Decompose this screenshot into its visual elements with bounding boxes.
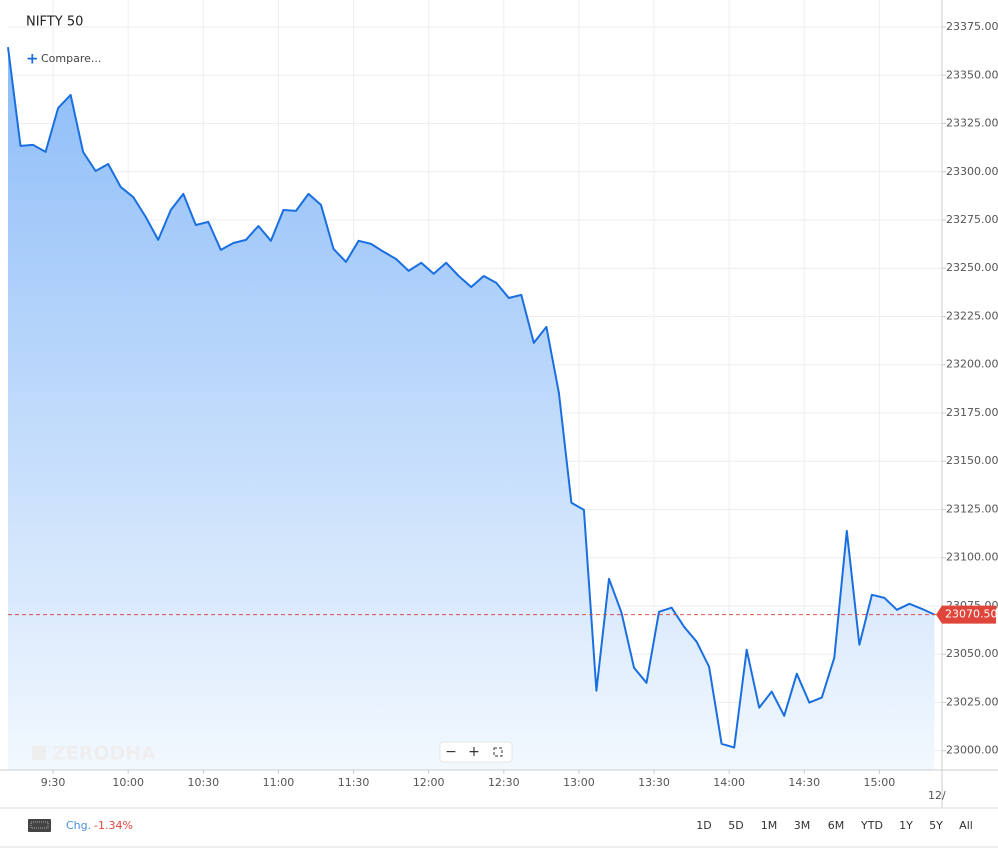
- watermark-logo: [32, 746, 46, 760]
- y-tick-label: 23100.00: [946, 551, 998, 564]
- x-edge-label: 12/: [928, 789, 946, 802]
- y-tick-label: 23275.00: [946, 213, 998, 226]
- y-tick-label: 23375.00: [946, 20, 998, 33]
- range-button[interactable]: 5Y: [929, 819, 943, 832]
- symbol-title: NIFTY 50: [26, 15, 83, 30]
- y-tick-label: 23050.00: [946, 647, 998, 660]
- y-tick-label: 23225.00: [946, 309, 998, 322]
- range-button[interactable]: 1Y: [899, 819, 913, 832]
- y-tick-label: 23000.00: [946, 744, 998, 757]
- range-button[interactable]: 6M: [828, 819, 845, 832]
- y-tick-label: 23200.00: [946, 358, 998, 371]
- y-tick-label: 23175.00: [946, 406, 998, 419]
- x-tick-label: 10:30: [187, 776, 219, 789]
- y-tick-label: 23300.00: [946, 165, 998, 178]
- fullscreen-button[interactable]: [493, 747, 503, 757]
- keyboard-icon[interactable]: [28, 819, 51, 832]
- last-price-label: 23070.50: [945, 608, 998, 621]
- last-price-tag: [936, 605, 996, 624]
- x-tick-label: 13:00: [563, 776, 595, 789]
- range-button[interactable]: 1M: [761, 819, 778, 832]
- change-value: -1.34%: [94, 819, 133, 832]
- range-button[interactable]: 5D: [728, 819, 743, 832]
- zoom-controls: − +: [439, 741, 513, 763]
- x-tick-label: 14:30: [788, 776, 820, 789]
- keyboard-icon-keys[interactable]: [30, 821, 49, 829]
- zoom-panel: [439, 741, 513, 763]
- x-tick-label: 11:30: [338, 776, 370, 789]
- y-tick-label: 23150.00: [946, 454, 998, 467]
- x-tick-label: 14:00: [713, 776, 745, 789]
- compare-plus-icon[interactable]: +: [26, 50, 39, 68]
- watermark: ZERODHA: [52, 743, 156, 765]
- x-tick-label: 12:00: [413, 776, 445, 789]
- x-tick-label: 11:00: [263, 776, 295, 789]
- range-button[interactable]: 3M: [794, 819, 811, 832]
- range-button[interactable]: YTD: [860, 819, 883, 832]
- range-button[interactable]: 1D: [696, 819, 711, 832]
- change-label: Chg.: [66, 819, 91, 832]
- x-tick-label: 12:30: [488, 776, 520, 789]
- range-button[interactable]: All: [959, 819, 973, 832]
- y-tick-label: 23325.00: [946, 117, 998, 130]
- y-tick-label: 23350.00: [946, 68, 998, 81]
- zoom-out-button[interactable]: −: [445, 744, 457, 760]
- y-tick-label: 23025.00: [946, 695, 998, 708]
- x-tick-label: 13:30: [638, 776, 670, 789]
- y-tick-label: 23125.00: [946, 502, 998, 515]
- y-tick-label: 23250.00: [946, 261, 998, 274]
- zoom-in-button[interactable]: +: [468, 744, 480, 760]
- x-tick-label: 9:30: [41, 776, 66, 789]
- x-tick-label: 10:00: [112, 776, 144, 789]
- price-line: [7, 46, 935, 749]
- x-tick-label: 15:00: [864, 776, 896, 789]
- compare-button[interactable]: Compare...: [41, 52, 101, 65]
- price-area: [8, 47, 935, 771]
